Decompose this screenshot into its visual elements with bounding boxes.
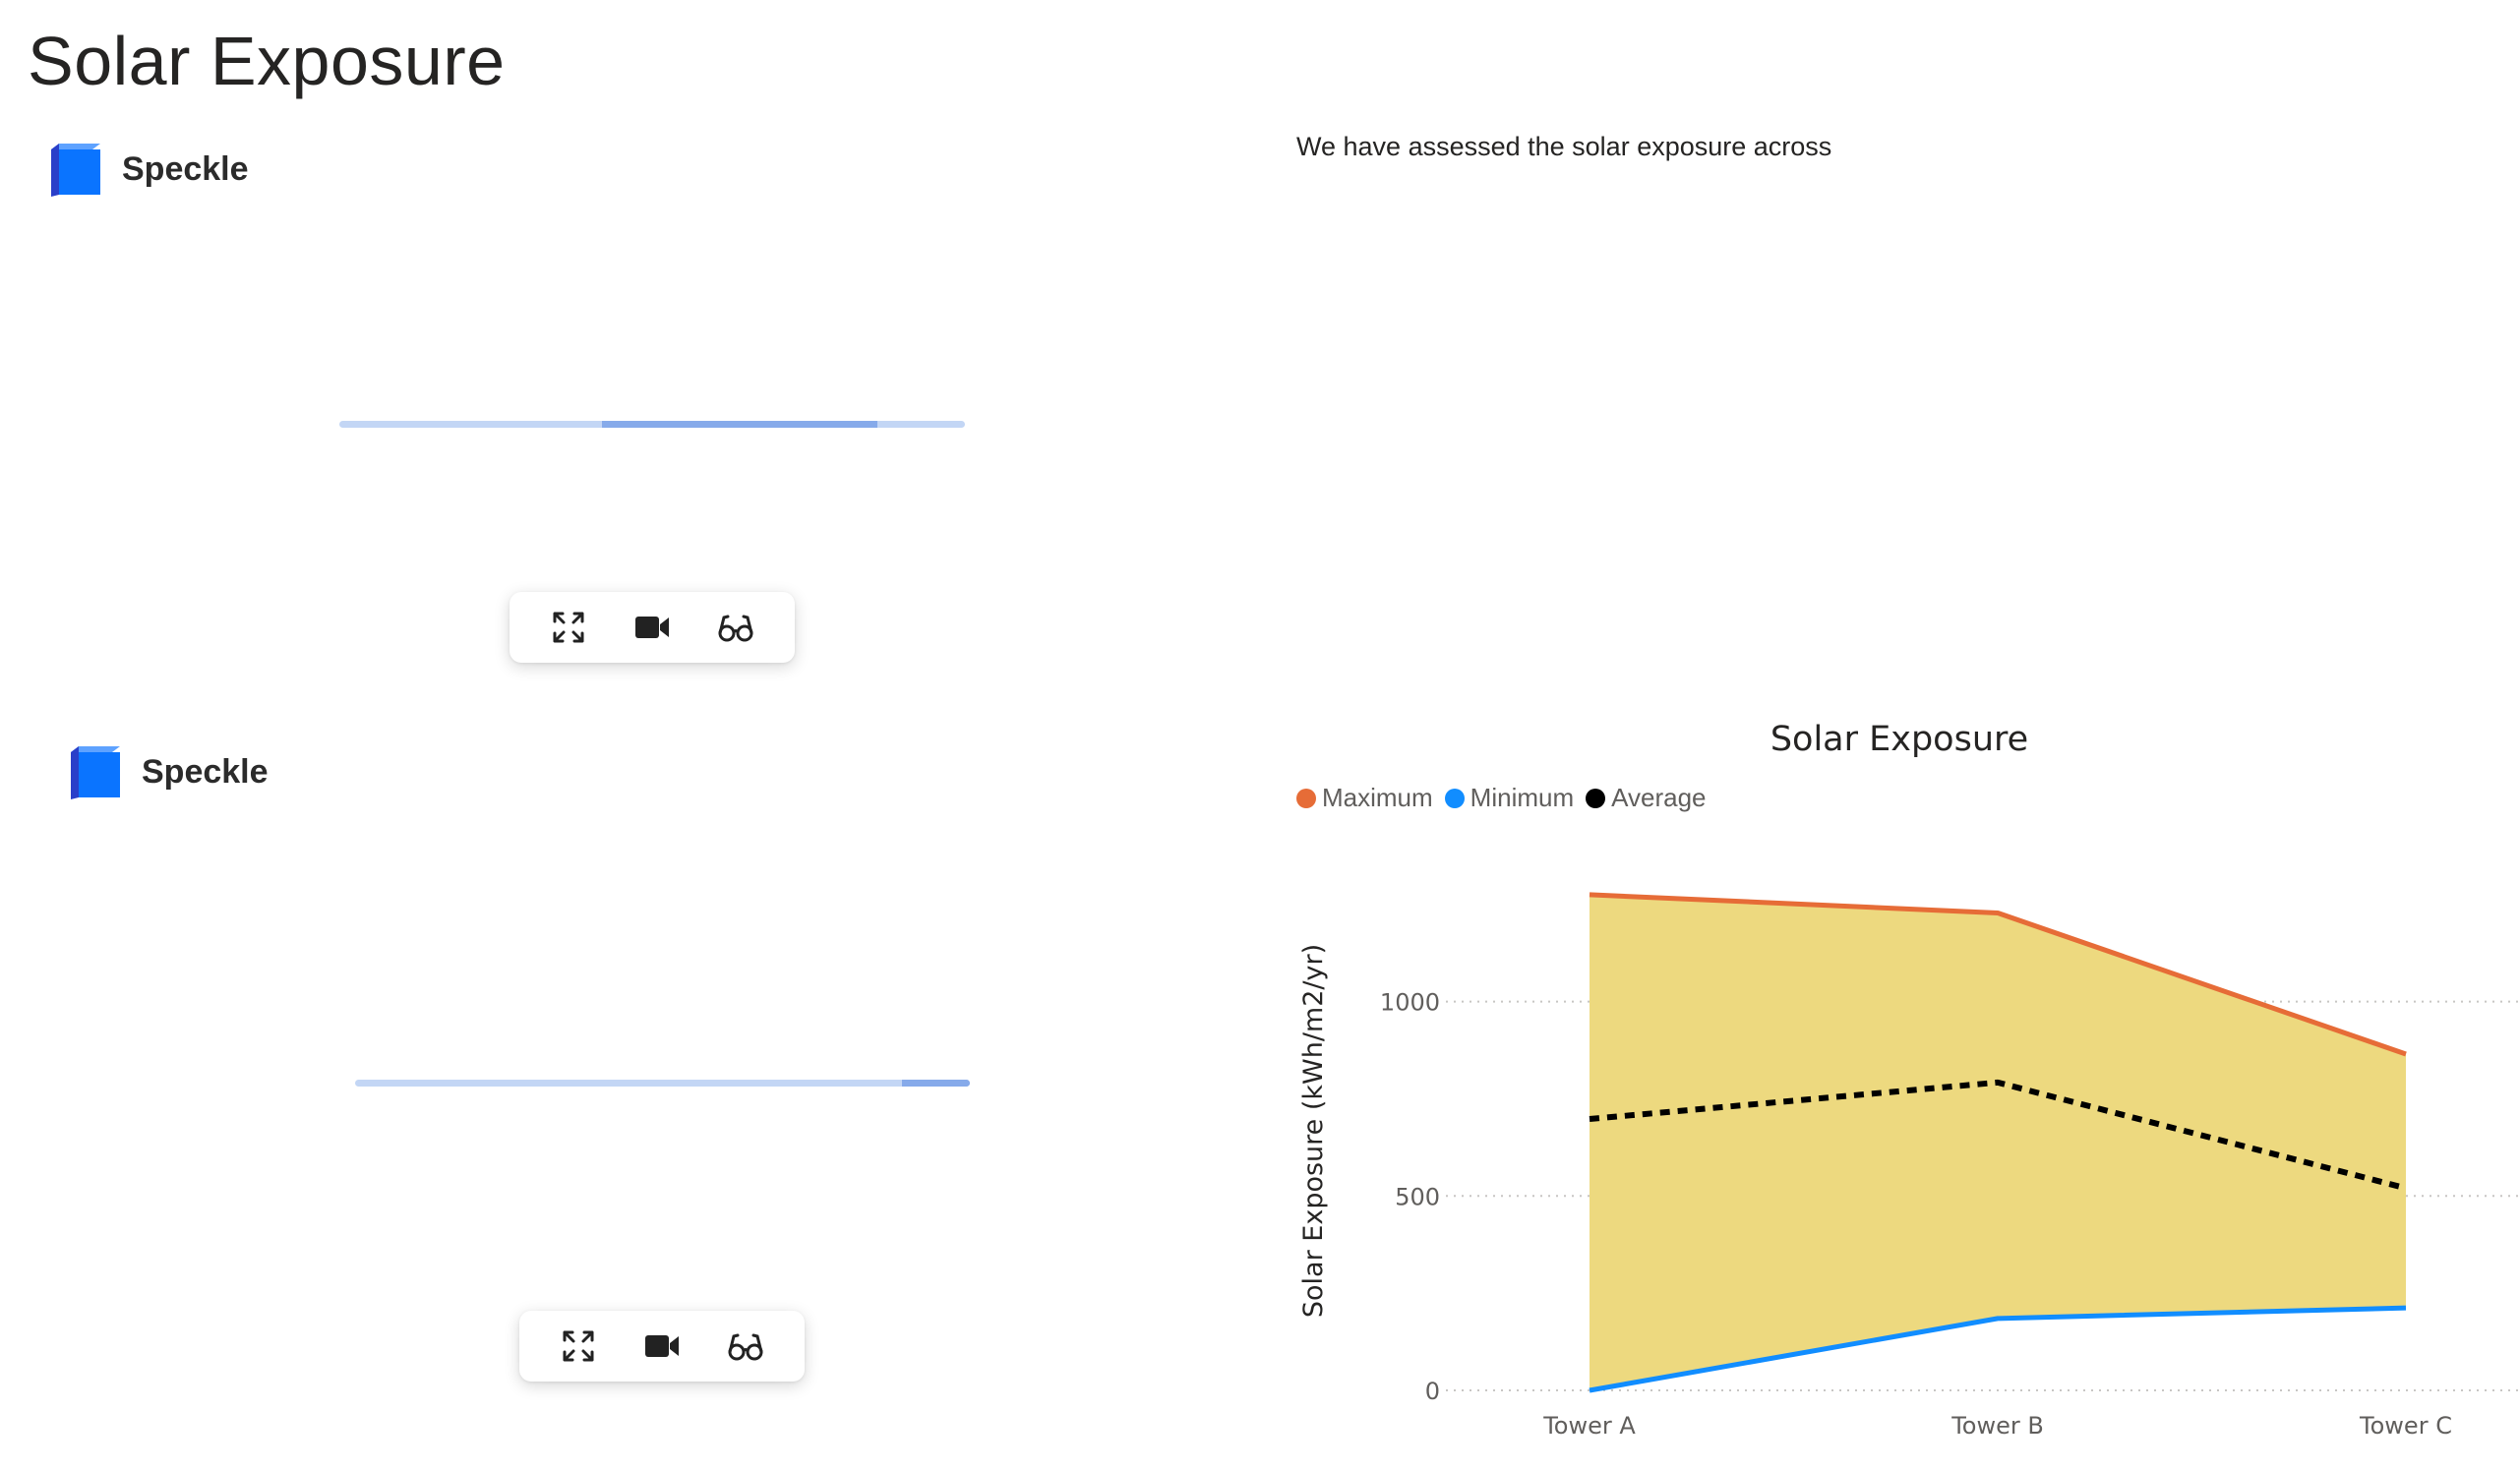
fullscreen-button[interactable] xyxy=(551,1319,606,1374)
page-title: Solar Exposure xyxy=(28,23,506,99)
speckle-logo-icon xyxy=(71,746,120,799)
fullscreen-button[interactable] xyxy=(541,600,596,655)
glasses-icon xyxy=(728,1333,763,1361)
speckle-brand-name: Speckle xyxy=(122,149,249,188)
loading-progress-bar xyxy=(339,421,965,428)
x-tick-label: Tower B xyxy=(1950,1412,2044,1436)
glasses-icon xyxy=(718,615,753,642)
series-line-maximum xyxy=(1589,892,2407,1057)
y-tick-label: 0 xyxy=(1425,1378,1440,1405)
video-camera-icon xyxy=(644,1335,679,1357)
view-mode-button[interactable] xyxy=(708,600,763,655)
speckle-brand[interactable]: Speckle xyxy=(67,744,269,799)
legend-marker-minimum xyxy=(1444,788,1465,808)
series-line-minimum xyxy=(1589,1305,2407,1393)
loading-progress-fill xyxy=(602,421,877,428)
legend-marker-maximum xyxy=(1296,788,1316,808)
y-tick-label: 1000 xyxy=(1380,989,1440,1017)
chart-canvas: 0 500 1000 Tower A Tower B Tower C Solar Expos… xyxy=(1298,892,2520,1436)
speckle-viewer-1[interactable]: Speckle xyxy=(0,118,1141,708)
solar-exposure-chart[interactable]: 0 500 1000 Tower A Tower B Tower C Solar Expos… xyxy=(1279,708,2520,1436)
legend-marker-average xyxy=(1586,788,1606,808)
speckle-viewer-2[interactable]: Speckle xyxy=(10,721,1151,1382)
description-text: We have assessed the solar exposure acro… xyxy=(1296,132,1832,161)
viewer-toolbar xyxy=(510,592,795,663)
camera-button[interactable] xyxy=(634,1319,690,1374)
legend-item-minimum[interactable]: Minimum xyxy=(1444,783,1575,813)
viewer-toolbar xyxy=(519,1311,805,1382)
chart-legend: Maximum Minimum Average xyxy=(1296,783,1718,813)
speckle-logo-icon xyxy=(51,144,100,197)
series-line-average xyxy=(1589,1079,2407,1192)
expand-icon xyxy=(553,612,584,643)
y-tick-label: 500 xyxy=(1395,1183,1440,1210)
camera-button[interactable] xyxy=(625,600,680,655)
legend-label-minimum: Minimum xyxy=(1470,783,1575,812)
speckle-brand[interactable]: Speckle xyxy=(47,142,249,197)
expand-icon xyxy=(563,1330,594,1362)
loading-progress-fill xyxy=(902,1080,970,1087)
legend-label-maximum: Maximum xyxy=(1322,783,1433,812)
legend-label-average: Average xyxy=(1611,783,1707,812)
x-tick-label: Tower A xyxy=(1542,1412,1636,1436)
exposure-range-band xyxy=(1590,894,2406,1390)
chart-title: Solar Exposure xyxy=(1770,720,2029,759)
loading-progress-bar xyxy=(355,1080,970,1087)
y-axis-label: Solar Exposure (kWh/m2/yr) xyxy=(1298,944,1329,1318)
view-mode-button[interactable] xyxy=(718,1319,773,1374)
video-camera-icon xyxy=(634,617,669,638)
legend-item-average[interactable]: Average xyxy=(1586,783,1707,813)
legend-item-maximum[interactable]: Maximum xyxy=(1296,783,1433,813)
x-tick-label: Tower C xyxy=(2359,1412,2452,1436)
speckle-brand-name: Speckle xyxy=(142,752,269,791)
